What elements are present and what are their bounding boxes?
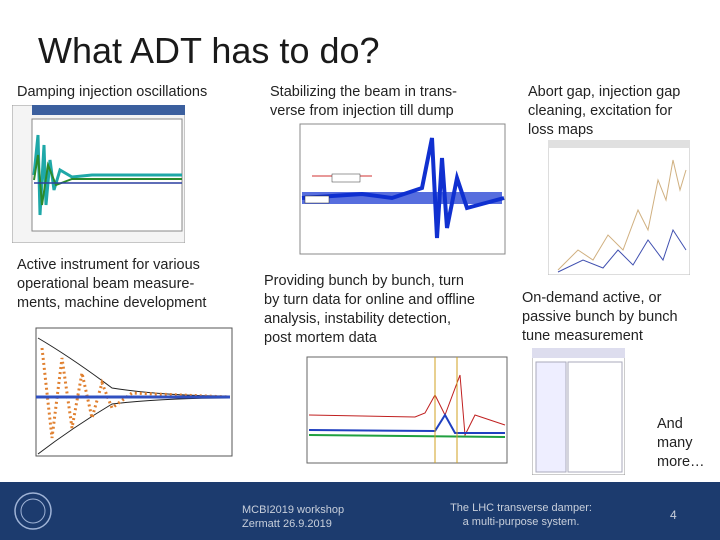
- figure: [12, 318, 235, 475]
- text-line: operational beam measure-: [17, 276, 195, 292]
- text-line: by turn data for online and offline: [264, 292, 475, 308]
- figure: [532, 348, 625, 475]
- figure: [12, 105, 185, 243]
- page-number: 4: [670, 508, 677, 522]
- text-line: verse from injection till dump: [270, 103, 454, 119]
- text-line: Stabilizing the beam in trans-: [270, 84, 457, 100]
- text-line: passive bunch by bunch: [522, 309, 678, 325]
- footer-subject: The LHC transverse damper:: [450, 502, 592, 514]
- text-line: Providing bunch by bunch, turn: [264, 273, 464, 289]
- figure: [285, 355, 510, 475]
- text-line: On-demand active, or: [522, 290, 662, 306]
- footer-event: MCBI2019 workshop: [242, 504, 345, 516]
- text-line: Damping injection oscillations: [17, 84, 208, 100]
- text-line: tune measurement: [522, 328, 643, 344]
- footer-event: Zermatt 26.9.2019: [242, 518, 332, 530]
- text-line: many: [657, 435, 693, 451]
- figure: [548, 140, 690, 275]
- text-line: ments, machine development: [17, 295, 207, 311]
- footer-subject: a multi-purpose system.: [462, 516, 580, 528]
- figure: [272, 118, 508, 268]
- text-line: cleaning, excitation for: [528, 103, 673, 119]
- text-line: loss maps: [528, 122, 594, 138]
- slide-title: What ADT has to do?: [38, 30, 380, 71]
- text-line: Abort gap, injection gap: [528, 84, 681, 100]
- text-line: more…: [657, 454, 705, 470]
- footer-bar: [0, 482, 720, 540]
- text-line: post mortem data: [264, 330, 377, 346]
- text-line: Active instrument for various: [17, 257, 200, 273]
- text-line: And: [657, 416, 683, 432]
- text-line: analysis, instability detection,: [264, 311, 451, 327]
- logo: [14, 492, 52, 530]
